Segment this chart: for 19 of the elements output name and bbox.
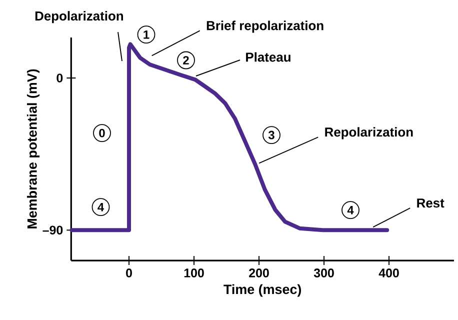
annotation: Brief repolarization: [206, 20, 324, 33]
x-tick-label: 200: [249, 268, 269, 278]
x-tick-label: 0: [126, 268, 132, 278]
x-tick-label: 100: [184, 268, 204, 278]
annotation: Repolarization: [325, 127, 413, 140]
annotation: Plateau: [246, 52, 290, 62]
annotation: 2: [183, 56, 189, 64]
x-tick-label: 300: [314, 268, 334, 278]
annotation: Rest: [417, 198, 444, 208]
x-axis-title: Time (msec): [224, 284, 302, 297]
annotation: 4: [347, 206, 354, 214]
y-tick-label: –90: [42, 226, 63, 235]
annotation: Depolarization: [35, 11, 123, 24]
annotation: 1: [144, 30, 150, 39]
y-axis-title: Membrane potential (mV): [26, 69, 40, 228]
annotation: 0: [99, 128, 105, 138]
annotation: 3: [268, 130, 274, 140]
x-tick-label: 400: [378, 268, 399, 278]
annotation: 4: [98, 202, 104, 212]
